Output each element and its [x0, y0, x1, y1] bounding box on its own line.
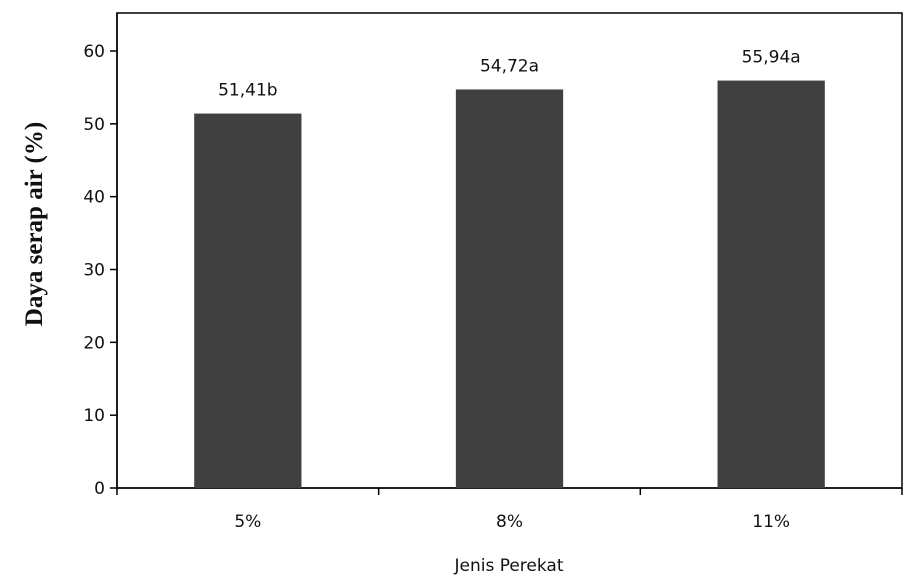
y-ticks-group: 0 10 20 30 40 50 60	[83, 42, 117, 499]
y-tick-label-2: 10	[83, 406, 105, 426]
y-tick-label-3: 20	[83, 333, 105, 353]
data-label-1: 51,41b	[218, 81, 277, 101]
x-tick-label-2: 8%	[496, 512, 523, 532]
y-tick-label-5: 40	[83, 188, 105, 208]
x-ticks-group: 5% 8% 11%	[116, 488, 903, 532]
y-tick-label-6: 50	[83, 115, 105, 135]
x-tick-label-1: 5%	[234, 512, 261, 532]
bars-group	[194, 80, 825, 489]
bar-1	[194, 113, 302, 488]
data-label-2: 54,72a	[480, 56, 539, 76]
data-labels-group: 51,41b 54,72a 55,94a	[218, 48, 801, 101]
y-tick-label-1: 0	[94, 479, 105, 499]
y-tick-label-4: 30	[83, 261, 105, 281]
bar-2	[455, 89, 564, 489]
data-label-3: 55,94a	[742, 48, 801, 68]
y-axis-title: Daya serap air (%)	[21, 122, 48, 326]
y-tick-label-7: 60	[83, 42, 105, 62]
x-axis-title: Jenis Perekat	[453, 556, 563, 576]
bar-3	[717, 80, 825, 488]
x-tick-label-3: 11%	[752, 512, 790, 532]
